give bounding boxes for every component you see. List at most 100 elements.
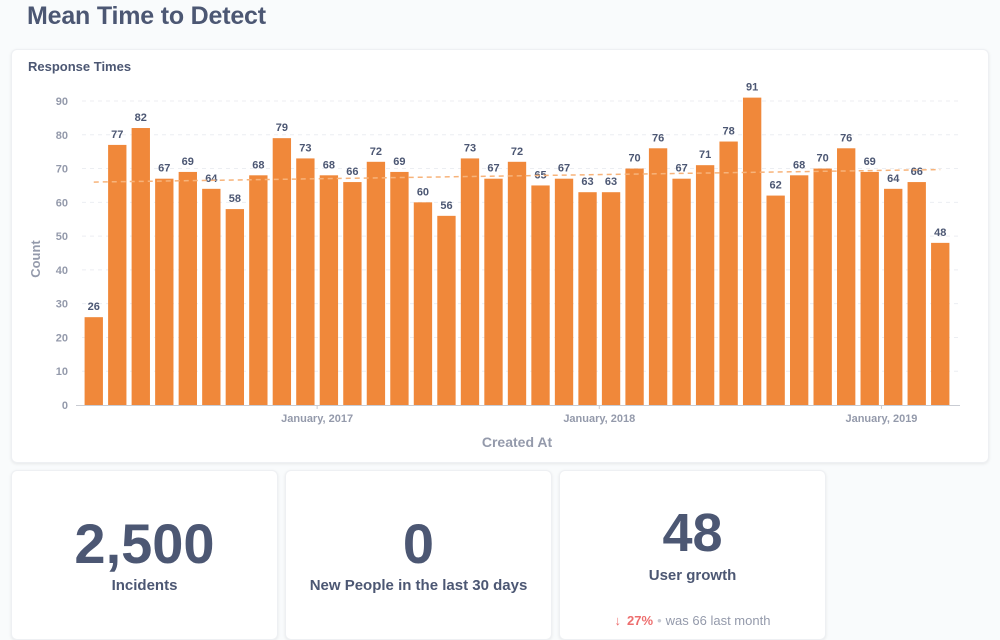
bar-value-label: 67 [558,163,570,175]
y-tick-label: 80 [56,130,68,142]
bar-value-label: 82 [135,112,147,124]
bar-value-label: 68 [252,159,264,171]
scalar-value: 0 [402,512,435,575]
bar-value-label: 71 [699,149,711,161]
bar-value-label: 69 [182,156,194,168]
delta-period: last month [710,613,771,628]
page-title: Mean Time to Detect [27,2,266,30]
bar-value-label: 66 [346,166,358,178]
scalar-card-user-growth[interactable]: 48 User growth ↓ 27% • was 66 last month [559,470,826,640]
x-tick-label: January, 2017 [281,413,353,425]
bar [531,185,550,405]
bar [225,209,245,405]
bar [789,175,809,405]
bar-chart[interactable]: 0 10 20 30 40 50 60 70 80 90 26 77 82 67 69 64 58 68 79 73 6… [12,50,988,462]
y-axis-title: Count [28,240,43,278]
y-tick-label: 0 [62,400,68,412]
bar-value-label: 78 [722,126,734,138]
bar [507,161,527,405]
bar-value-label: 72 [511,146,523,158]
scalar-value: 2,500 [74,512,215,575]
bar-value-label: 68 [323,159,335,171]
bar [766,195,785,405]
bar-value-label: 69 [864,156,876,168]
bar [366,161,386,405]
bar-value-label: 62 [770,180,782,192]
bar-value-label: 58 [229,193,241,205]
delta-percent: 27% [627,613,654,628]
bar [131,128,150,405]
bar-value-label: 56 [440,200,452,212]
scalar-label[interactable]: User growth [648,567,737,584]
bar-value-label: 76 [652,132,664,144]
bar [837,148,856,405]
bar [272,138,292,405]
bar [108,144,127,405]
scalar-label[interactable]: New People in the last 30 days [309,577,528,594]
bar-value-label: 65 [534,169,546,181]
trend-line [93,168,941,183]
bar [907,182,926,405]
bar-value-label: 26 [88,301,100,313]
y-tick-label: 60 [56,197,68,209]
bar [554,178,574,405]
y-tick-label: 40 [56,265,68,277]
x-axis-title: Created At [482,434,553,450]
bar [625,168,644,405]
separator-dot: • [657,613,662,628]
bar-value-label: 72 [370,146,382,158]
bar [672,178,691,405]
bar [319,175,339,405]
scalar-card-new-people[interactable]: 0 New People in the last 30 days [285,470,552,640]
bar-value-label: 73 [299,142,311,154]
scalar-value: 48 [662,503,723,563]
bar [813,168,832,405]
bar [884,188,903,405]
x-tick-label: January, 2018 [563,413,635,425]
chart-title[interactable]: Response Times [28,59,132,74]
bar [413,202,433,405]
y-tick-label: 20 [56,332,68,344]
bar [601,192,621,405]
bar-value-label: 67 [675,163,687,175]
bar [296,158,315,405]
bar [249,175,268,405]
chart-card[interactable]: Response Times 0 10 20 30 40 50 60 70 80 90 26 77 82… [11,49,989,463]
bar [84,317,103,405]
bar [460,158,480,405]
bar [155,178,174,405]
bar [719,141,738,405]
bar [860,171,879,405]
bar [202,188,221,405]
bar-value-label: 70 [628,153,640,165]
scalar-card-incidents[interactable]: 2,500 Incidents [11,470,278,640]
bar-value-label: 91 [746,82,758,94]
bar [742,97,762,405]
bar-value-label: 64 [205,173,218,185]
bar [390,171,409,405]
arrow-down-icon: ↓ [614,613,622,628]
bar-value-label: 63 [581,176,593,188]
bar [648,148,668,405]
bar-value-label: 79 [276,122,288,134]
bar-value-label: 64 [887,173,900,185]
bar-value-label: 76 [840,132,852,144]
bar-value-label: 77 [111,129,123,141]
y-tick-label: 70 [56,164,68,176]
bar [178,171,197,405]
delta-previous: was 66 [665,613,707,628]
bar-value-label: 68 [793,159,805,171]
y-tick-label: 10 [56,366,68,378]
y-tick-label: 50 [56,231,68,243]
bar [931,242,950,405]
bar-value-label: 60 [417,186,429,198]
bar-value-label: 66 [911,166,923,178]
bar-value-label: 67 [158,163,170,175]
bar [437,215,456,405]
delta-line: ↓ 27% • was 66 last month [560,613,825,628]
bar-value-label: 70 [817,153,829,165]
bar-value-label: 69 [393,156,405,168]
bar [578,192,597,405]
bar-value-label: 48 [934,227,946,239]
scalar-label[interactable]: Incidents [111,577,178,594]
